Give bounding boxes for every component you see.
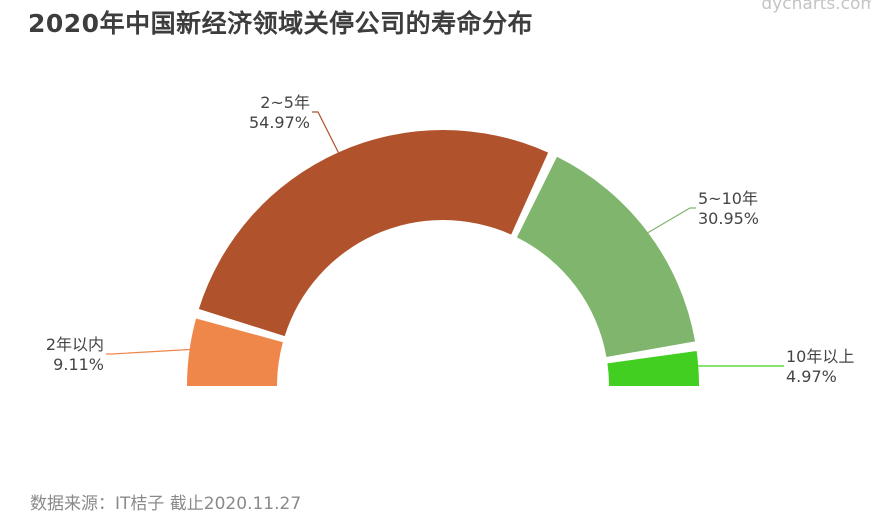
- slice-value-2: 30.95%: [698, 209, 759, 228]
- slice-label-0: 2年以内: [46, 335, 104, 354]
- slice-0[interactable]: [187, 318, 283, 386]
- leader-line-2: [647, 207, 696, 234]
- slice-2[interactable]: [516, 156, 696, 358]
- source-note: 数据来源：IT桔子 截止2020.11.27: [30, 494, 302, 514]
- slice-value-0: 9.11%: [53, 355, 104, 374]
- slice-label-3: 10年以上: [786, 347, 854, 366]
- slice-3[interactable]: [607, 351, 699, 386]
- leader-line-1: [312, 111, 339, 153]
- chart-title: 2020年中国新经济领域关停公司的寿命分布: [28, 9, 534, 38]
- slice-label-2: 5~10年: [698, 189, 758, 208]
- slice-1[interactable]: [198, 129, 549, 337]
- leader-line-0: [106, 348, 190, 355]
- slice-value-3: 4.97%: [786, 367, 837, 386]
- slice-value-1: 54.97%: [249, 113, 310, 132]
- slice-label-1: 2~5年: [260, 93, 310, 112]
- watermark: dycharts.com: [761, 0, 871, 14]
